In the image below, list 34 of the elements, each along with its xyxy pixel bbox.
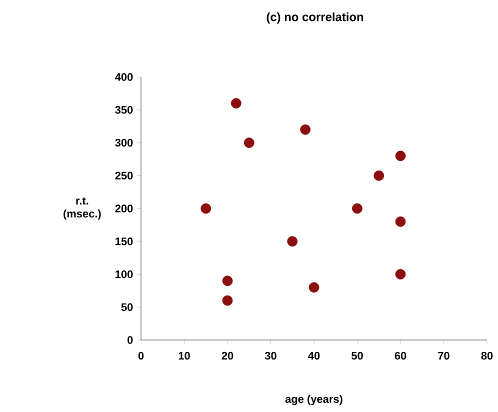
point bbox=[308, 282, 320, 293]
x-tick-label: 30 bbox=[264, 352, 276, 360]
y-tick-label: 0 bbox=[127, 336, 133, 344]
point bbox=[300, 124, 311, 135]
y-axis-title: r.t. (msec.) bbox=[64, 197, 101, 220]
x-tick-label: 10 bbox=[178, 352, 190, 360]
point bbox=[395, 150, 406, 162]
x-tick-label: 40 bbox=[308, 352, 320, 360]
point bbox=[395, 269, 406, 280]
y-tick-label: 250 bbox=[115, 172, 133, 180]
y-tick-label: 200 bbox=[115, 204, 133, 212]
y-tick-label: 50 bbox=[121, 303, 133, 312]
x-tick-label: 0 bbox=[138, 352, 144, 360]
x-tick-label: 50 bbox=[352, 352, 363, 360]
point bbox=[222, 295, 233, 306]
y-tick-label: 100 bbox=[116, 270, 133, 278]
chart-title: (c) no correlation bbox=[266, 12, 364, 24]
y-tick-label: 350 bbox=[115, 106, 133, 114]
point bbox=[222, 276, 233, 286]
y-tick-label: 150 bbox=[116, 238, 133, 246]
x-axis-title: age (years) bbox=[285, 394, 342, 406]
x-tick-label: 60 bbox=[394, 352, 406, 360]
point bbox=[374, 170, 384, 181]
x-tick-label: 80 bbox=[481, 352, 493, 360]
x-tick-label: 70 bbox=[438, 352, 450, 360]
point bbox=[395, 216, 406, 227]
point bbox=[230, 98, 242, 108]
point bbox=[200, 203, 212, 214]
y-tick-label: 400 bbox=[115, 73, 133, 81]
point bbox=[244, 138, 254, 148]
x-tick-label: 20 bbox=[222, 352, 234, 360]
point bbox=[352, 203, 362, 214]
y-tick-label: 300 bbox=[115, 138, 133, 147]
point bbox=[287, 236, 298, 247]
